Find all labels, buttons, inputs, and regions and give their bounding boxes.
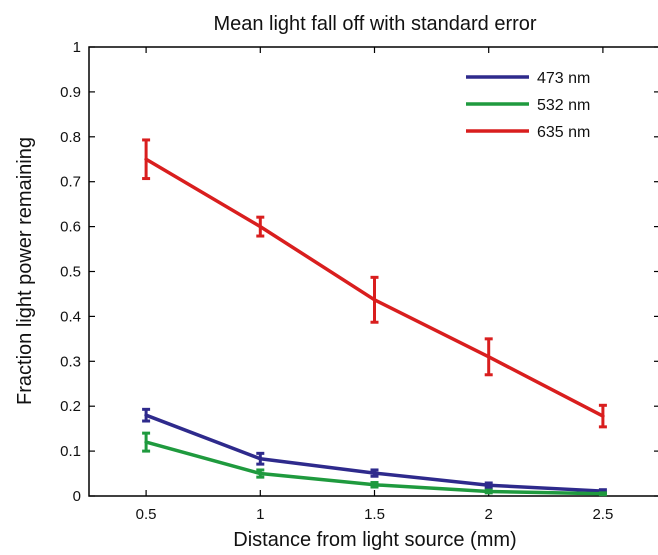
y-tick-label: 0.3: [60, 353, 81, 370]
legend-item: 532 nm: [466, 97, 590, 114]
error-bar: [599, 493, 607, 495]
chart-title: Mean light fall off with standard error: [213, 13, 536, 35]
series-532-nm: [142, 433, 607, 495]
y-tick-label: 0.5: [60, 264, 81, 281]
x-tick-label: 2: [485, 506, 493, 523]
x-axis-label: Distance from light source (mm): [233, 529, 516, 550]
series-635-nm: [142, 140, 607, 427]
x-tick-label: 0.5: [136, 506, 157, 523]
y-tick-label: 0.4: [60, 308, 81, 325]
y-tick-label: 0.7: [60, 174, 81, 191]
x-tick-label: 1.5: [364, 506, 385, 523]
series-473-nm: [142, 409, 607, 492]
y-tick-label: 1: [73, 39, 81, 56]
y-tick-label: 0: [73, 488, 81, 505]
series-lines: [142, 140, 607, 495]
plot-frame: [89, 47, 658, 496]
legend-label: 532 nm: [537, 97, 590, 114]
legend-item: 473 nm: [466, 70, 590, 87]
x-tick-label: 1: [256, 506, 264, 523]
legend-label: 635 nm: [537, 124, 590, 141]
legend-label: 473 nm: [537, 70, 590, 87]
y-tick-label: 0.1: [60, 443, 81, 460]
y-tick-label: 0.6: [60, 219, 81, 236]
legend-item: 635 nm: [466, 124, 590, 141]
y-axis-label: Fraction light power remaining: [14, 137, 36, 405]
series-line: [146, 415, 603, 491]
y-tick-label: 0.9: [60, 84, 81, 101]
error-bar: [485, 490, 493, 493]
x-tick-label: 2.5: [592, 506, 613, 523]
y-tick-label: 0.2: [60, 398, 81, 415]
y-tick-label: 0.8: [60, 129, 81, 146]
legend: 473 nm 532 nm 635 nm: [466, 70, 590, 141]
